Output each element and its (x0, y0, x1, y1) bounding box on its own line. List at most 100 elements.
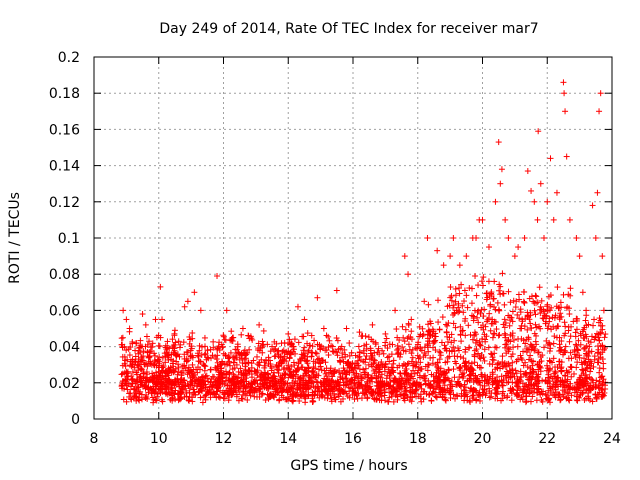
roti-point-cloud (283, 358, 290, 365)
roti-point-cloud (198, 374, 205, 381)
roti-point-cloud (381, 368, 388, 375)
x-tick-label: 20 (474, 431, 492, 447)
roti-point-cloud (408, 328, 415, 335)
roti-point-cloud (573, 326, 580, 333)
roti-point-cloud (183, 387, 190, 394)
roti-point-cloud (378, 397, 385, 404)
roti-point-cloud (218, 341, 225, 348)
x-tick-label: 24 (603, 431, 621, 447)
data-points (118, 79, 609, 406)
roti-point-cloud (500, 321, 507, 328)
roti-point-cloud (156, 373, 163, 380)
roti-point-cloud (561, 319, 568, 326)
roti-point-cloud (159, 398, 166, 405)
roti-point-cloud (346, 352, 353, 359)
x-tick-label: 12 (215, 431, 233, 447)
roti-point-cloud (402, 367, 409, 374)
roti-point-cloud (289, 397, 296, 404)
roti-point-cloud (208, 375, 215, 382)
roti-point-cloud (172, 339, 179, 346)
roti-point-cloud (524, 326, 531, 333)
roti-point-cloud (516, 296, 523, 303)
roti-point-cloud (156, 353, 163, 360)
roti-point-cloud (260, 327, 267, 334)
roti-point-cloud (213, 366, 220, 373)
roti-point-cloud (459, 302, 466, 309)
roti-point-cloud (123, 398, 130, 405)
roti-point-cloud (151, 350, 158, 357)
roti-point-cloud (381, 389, 388, 396)
roti-point-cloud (226, 362, 233, 369)
roti-point-cloud (591, 353, 598, 360)
y-tick-label: 0.06 (49, 303, 80, 319)
x-tick-label: 10 (150, 431, 168, 447)
roti-point-cloud (462, 332, 469, 339)
roti-point-cloud (137, 365, 144, 372)
roti-point-cloud (542, 391, 549, 398)
roti-point-cloud (556, 341, 563, 348)
roti-point-cloud (450, 366, 457, 373)
roti-point-cloud (509, 318, 516, 325)
roti-point-cloud (412, 387, 419, 394)
roti-point-cloud (492, 395, 499, 402)
roti-point-cloud (497, 291, 504, 298)
roti-point-cloud (150, 361, 157, 368)
roti-point-cloud (551, 333, 558, 340)
roti-point-cloud (491, 278, 498, 285)
roti-point-cloud (479, 335, 486, 342)
roti-point-cloud (478, 364, 485, 371)
roti-point-cloud (211, 391, 218, 398)
roti-point-cloud (504, 393, 511, 400)
roti-point-cloud (246, 346, 253, 353)
roti-point-cloud (245, 359, 252, 366)
roti-point-cloud (477, 355, 484, 362)
roti-point-cloud (180, 339, 187, 346)
roti-point-cloud (581, 360, 588, 367)
roti-point-cloud (459, 328, 466, 335)
roti-point-cloud (458, 281, 465, 288)
y-tick-label: 0.14 (49, 159, 80, 175)
roti-point-cloud (385, 366, 392, 373)
roti-point-cloud (553, 325, 560, 332)
roti-point-cloud (579, 361, 586, 368)
roti-point-cloud (207, 379, 214, 386)
roti-point-cloud (202, 350, 209, 357)
roti-point-cloud (448, 378, 455, 385)
roti-point-cloud (276, 397, 283, 404)
roti-point-cloud (601, 346, 608, 353)
x-tick-label: 14 (279, 431, 297, 447)
roti-point-cloud (428, 397, 435, 404)
roti-point-cloud (580, 367, 587, 374)
roti-point-cloud (448, 339, 455, 346)
roti-point-cloud (265, 354, 272, 361)
roti-point-cloud (360, 347, 367, 354)
roti-point-cloud (220, 395, 227, 402)
roti-point-cloud (201, 334, 208, 341)
roti-point-cloud (453, 360, 460, 367)
roti-point-cloud (305, 392, 312, 399)
roti-point-cloud (194, 352, 201, 359)
roti-point-cloud (444, 385, 451, 392)
roti-point-cloud (540, 344, 547, 351)
roti-point-cloud (539, 352, 546, 359)
roti-point-cloud (319, 393, 326, 400)
roti-point-cloud (286, 336, 293, 343)
roti-point-cloud (564, 390, 571, 397)
y-tick-label: 0.02 (49, 376, 80, 392)
roti-point-cloud (547, 399, 554, 406)
roti-point-cloud (300, 347, 307, 354)
roti-point-cloud (153, 334, 160, 341)
y-tick-label: 0 (71, 412, 80, 428)
roti-point-cloud (496, 287, 503, 294)
y-axis-label: ROTI / TECUs (7, 192, 23, 284)
roti-point-cloud (226, 358, 233, 365)
roti-point-cloud (450, 304, 457, 311)
roti-point-cloud (207, 366, 214, 373)
roti-point-cloud (254, 353, 261, 360)
roti-point-cloud (549, 314, 556, 321)
roti-point-cloud (240, 376, 247, 383)
roti-point-cloud (496, 281, 503, 288)
roti-point-cloud (499, 290, 506, 297)
roti-point-cloud (326, 337, 333, 344)
roti-point-cloud (435, 297, 442, 304)
